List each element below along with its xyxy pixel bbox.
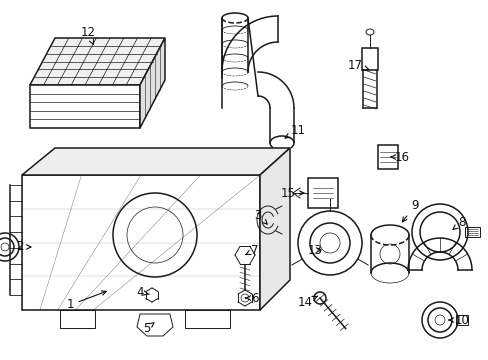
Text: 13: 13: [307, 243, 322, 256]
Text: 12: 12: [81, 26, 95, 44]
Text: 2: 2: [16, 240, 31, 253]
Text: 9: 9: [402, 198, 418, 222]
Text: 15: 15: [280, 186, 304, 199]
Text: 4: 4: [136, 285, 149, 298]
Text: 5: 5: [143, 321, 154, 334]
Text: 7: 7: [245, 243, 258, 256]
Text: 16: 16: [390, 150, 408, 163]
Text: 14: 14: [297, 296, 317, 309]
Text: 8: 8: [452, 216, 465, 230]
Polygon shape: [30, 85, 140, 128]
Polygon shape: [260, 148, 289, 310]
Text: 17: 17: [347, 59, 368, 72]
Polygon shape: [22, 175, 260, 310]
Polygon shape: [22, 148, 289, 175]
Text: 6: 6: [245, 292, 258, 305]
Polygon shape: [140, 38, 164, 128]
Text: 10: 10: [448, 314, 468, 327]
Polygon shape: [30, 38, 164, 85]
Text: 11: 11: [285, 123, 305, 138]
Text: 3: 3: [254, 208, 266, 224]
Text: 1: 1: [66, 291, 106, 311]
